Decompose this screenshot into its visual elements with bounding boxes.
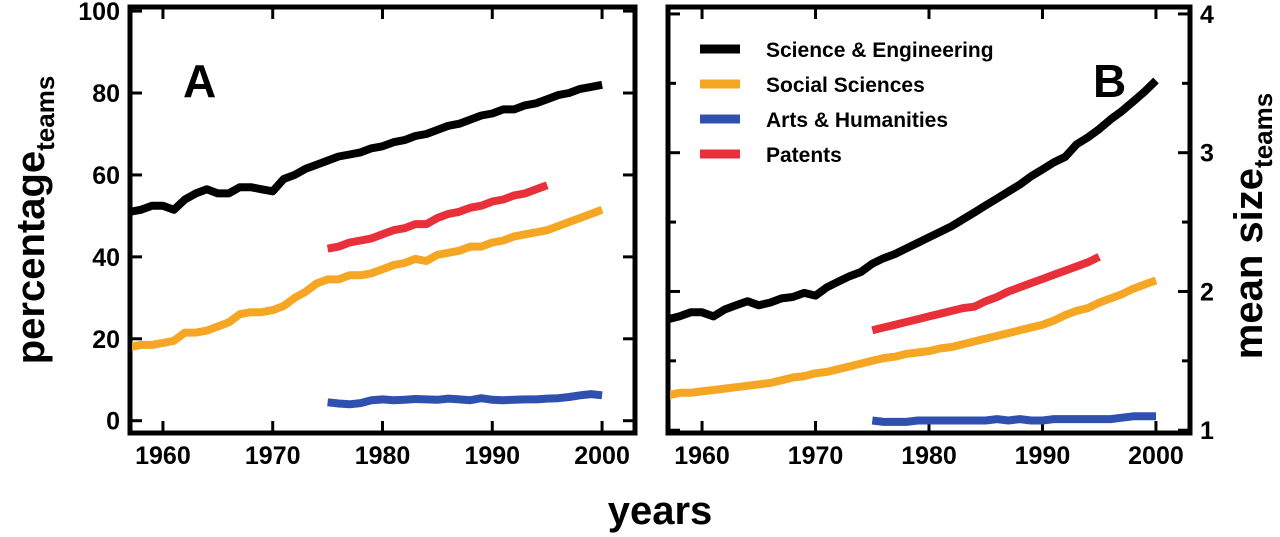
series-line-science-engineering: [132, 80, 603, 216]
panel-a: 1960 1970 1980 1990 2000 0 20 40 60 80 100 A: [78, 0, 638, 470]
y-tick-label: 40: [92, 244, 120, 272]
series-line-science-engineering: [670, 77, 1159, 323]
y-axis-title-left: percentageteams: [9, 76, 60, 365]
panel-b-series: [670, 77, 1159, 426]
panel-a-series: [132, 80, 604, 409]
y-tick-label: 3: [1200, 140, 1214, 168]
x-tick-label: 1960: [135, 442, 191, 470]
legend-label: Science & Engineering: [766, 39, 994, 62]
y-axis-title-right-sub: teams: [1248, 93, 1278, 168]
y-tick-label: 1: [1200, 417, 1214, 445]
series-line-arts-humanities: [327, 390, 603, 409]
panel-a-letter: A: [183, 55, 216, 107]
y-tick-label: 60: [92, 162, 120, 190]
x-tick-label: 1960: [674, 442, 730, 470]
x-tick-label: 1970: [788, 442, 844, 470]
y-tick-label: 0: [106, 408, 120, 436]
x-tick-label: 2000: [1128, 442, 1184, 470]
series-line-patents: [871, 253, 1101, 335]
y-axis-title-right-main: mean size: [1227, 168, 1271, 359]
x-tick-label: 1990: [464, 442, 520, 470]
x-tick-label: 1990: [1015, 442, 1071, 470]
panel-a-ticks: 1960 1970 1980 1990 2000 0 20 40 60 80 100: [78, 0, 635, 470]
legend-label: Arts & Humanities: [766, 109, 948, 132]
series-line-arts-humanities: [871, 412, 1156, 426]
panel-b-ticks: 1960 1970 1980 1990 2000 1 2 3 4: [668, 1, 1214, 470]
x-tick-label: 2000: [574, 442, 630, 470]
x-tick-label: 1980: [901, 442, 957, 470]
x-tick-label: 1970: [245, 442, 301, 470]
y-axis-title-left-main: percentage: [9, 151, 53, 364]
x-axis-title: years: [608, 489, 713, 533]
x-tick-label: 1980: [355, 442, 411, 470]
panel-b: 1960 1970 1980 1990 2000 1 2 3 4 B Science & Eng…: [665, 1, 1214, 470]
panel-b-letter: B: [1093, 55, 1126, 107]
y-tick-label: 2: [1200, 278, 1214, 306]
series-line-social-sciences: [670, 276, 1158, 400]
series-line-social-sciences: [132, 206, 604, 351]
y-tick-label: 20: [92, 326, 120, 354]
legend-label: Patents: [766, 144, 842, 167]
legend: Science & Engineering Social Sciences Arts…: [700, 39, 994, 167]
y-tick-label: 4: [1200, 1, 1214, 29]
series-line-patents: [326, 181, 549, 253]
y-axis-title-left-sub: teams: [30, 76, 60, 151]
legend-label: Social Sciences: [766, 74, 925, 97]
y-axis-title-right: mean sizeteams: [1227, 93, 1278, 359]
y-tick-label: 100: [78, 0, 120, 26]
y-tick-label: 80: [92, 80, 120, 108]
